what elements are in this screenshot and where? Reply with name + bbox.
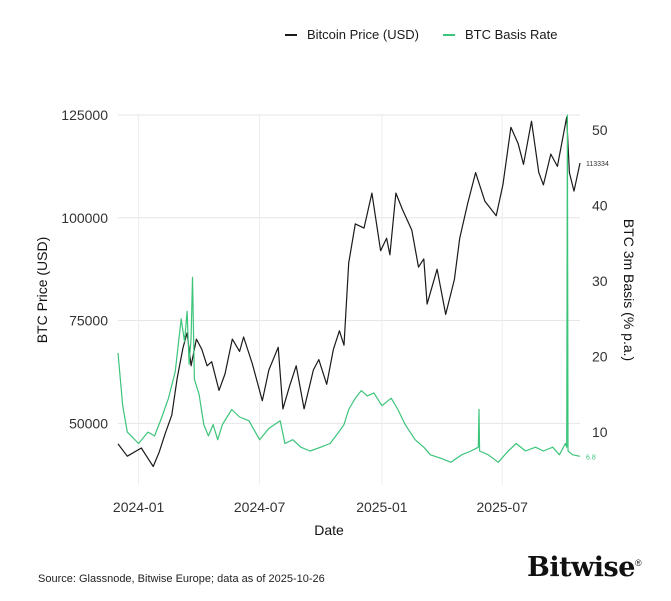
- y-left-tick-label: 125000: [61, 107, 108, 123]
- y-left-tick-label: 75000: [69, 313, 108, 329]
- basis-line: [117, 114, 581, 463]
- logo-text: Bitwise: [527, 552, 635, 583]
- price-line: [117, 116, 581, 468]
- y-right-tick-label: 40: [592, 198, 608, 214]
- price-end-label: 113334: [586, 161, 609, 168]
- x-tick-label: 2025-01: [356, 499, 408, 515]
- x-tick-label: 2025-07: [477, 499, 529, 515]
- legend: Bitcoin Price (USD) BTC Basis Rate: [285, 27, 581, 42]
- registered-mark: ®: [634, 558, 642, 568]
- legend-label-price: Bitcoin Price (USD): [307, 27, 419, 42]
- legend-item-price: Bitcoin Price (USD): [285, 27, 419, 42]
- legend-swatch-basis: [442, 33, 455, 36]
- y-right-tick-label: 20: [592, 349, 608, 365]
- x-tick-label: 2024-07: [234, 499, 286, 515]
- x-tick-label: 2024-01: [113, 499, 165, 515]
- y-right-tick-label: 30: [592, 273, 608, 289]
- x-axis-title: Date: [314, 522, 344, 538]
- basis-end-label: 6.8: [586, 454, 596, 461]
- bitwise-logo: Bitwise®: [527, 552, 642, 583]
- y-left-tick-label: 50000: [69, 415, 108, 431]
- y-right-tick-label: 50: [592, 122, 608, 138]
- legend-item-basis: BTC Basis Rate: [442, 27, 558, 42]
- y-left-tick-label: 100000: [61, 210, 108, 226]
- y-left-axis-title: BTC Price (USD): [34, 237, 50, 344]
- legend-swatch-price: [285, 33, 297, 36]
- y-right-axis-title: BTC 3m Basis (% p.a.): [621, 219, 637, 361]
- legend-label-basis: BTC Basis Rate: [464, 27, 558, 42]
- y-right-tick-label: 10: [592, 424, 608, 440]
- source-note: Source: Glassnode, Bitwise Europe; data …: [38, 573, 325, 585]
